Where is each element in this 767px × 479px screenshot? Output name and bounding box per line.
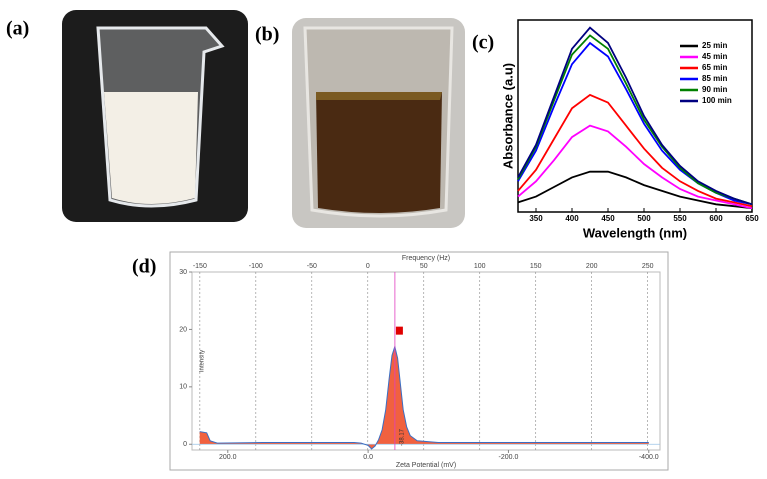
series-line: [517, 26, 753, 206]
x-tick-label: 0.0: [363, 454, 373, 461]
x-axis-label: Wavelength (nm): [583, 225, 687, 240]
x-tick-label: 200.0: [219, 454, 237, 461]
x2-tick-label: 50: [420, 263, 428, 270]
legend-label: 85 min: [702, 74, 727, 83]
legend-label: 25 min: [702, 41, 727, 50]
x-tick-label: 600: [709, 214, 723, 223]
x2-tick-label: 100: [474, 263, 486, 270]
x2-tick-label: -50: [307, 263, 317, 270]
x2-tick-label: -150: [193, 263, 207, 270]
x2-tick-label: 150: [530, 263, 542, 270]
y-tick-label: 30: [179, 269, 187, 276]
legend-label: 45 min: [702, 52, 727, 61]
photo-milk-beaker: [62, 10, 248, 222]
series-line: [517, 170, 753, 210]
plot-frame: [191, 271, 661, 451]
peak-marker: [395, 326, 403, 335]
x2-tick-label: -100: [249, 263, 263, 270]
panel-label: (a): [6, 18, 29, 40]
series-line: [517, 34, 753, 206]
series-line: [517, 124, 753, 210]
y-tick-label: 10: [179, 384, 187, 391]
photo-brown-beaker: [292, 18, 465, 228]
x-tick-label: 650: [745, 214, 759, 223]
x-tick-label: 450: [601, 214, 615, 223]
legend-label: 100 min: [702, 96, 732, 105]
series-line: [517, 93, 753, 208]
legend-label: 65 min: [702, 63, 727, 72]
x2-tick-label: 200: [586, 263, 598, 270]
panel-label: (c): [472, 32, 494, 54]
x-tick-label: 550: [673, 214, 687, 223]
x-tick-label: -200.0: [499, 454, 519, 461]
y-axis-label: Absorbance (a.u): [500, 63, 515, 169]
x-tick-label: 400: [565, 214, 579, 223]
x2-axis-label: Frequency (Hz): [402, 255, 450, 262]
x-axis-label: Zeta Potential (mV): [396, 462, 456, 469]
series-line: [199, 344, 649, 450]
y-tick-label: 0: [183, 441, 187, 448]
plot-frame: [517, 19, 753, 213]
x-tick-label: -400.0: [639, 454, 659, 461]
x2-tick-label: 250: [642, 263, 654, 270]
panel-label: (d): [132, 256, 156, 278]
y-tick-label: 20: [179, 326, 187, 333]
peak-label: -38.17: [399, 428, 405, 446]
x2-tick-label: 0: [366, 263, 370, 270]
x-tick-label: 350: [529, 214, 543, 223]
x-tick-label: 500: [637, 214, 651, 223]
panel-label: (b): [255, 24, 279, 46]
y-axis-label: Intensity: [200, 350, 206, 372]
legend-label: 90 min: [702, 85, 727, 94]
panel-d-frame: [169, 251, 669, 471]
